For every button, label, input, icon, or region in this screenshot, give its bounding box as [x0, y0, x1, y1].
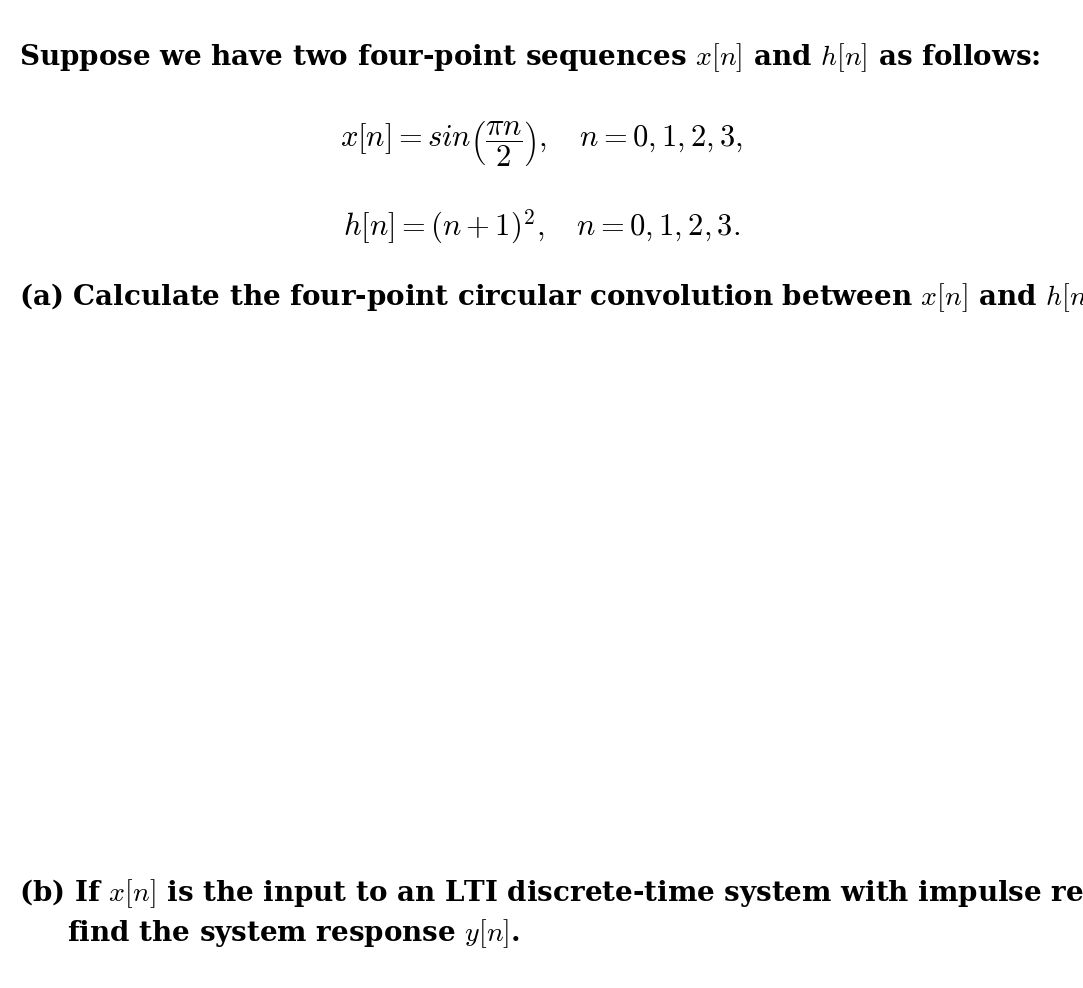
Text: $h[n] = (n + 1)^2, \quad n = 0, 1, 2, 3.$: $h[n] = (n + 1)^2, \quad n = 0, 1, 2, 3.… [343, 207, 740, 246]
Text: (a) Calculate the four-point circular convolution between $x[n]$ and $h[n]$.: (a) Calculate the four-point circular co… [19, 282, 1083, 314]
Text: $x[n] = sin\left(\dfrac{\pi n}{2}\right), \quad n = 0, 1, 2, 3,$: $x[n] = sin\left(\dfrac{\pi n}{2}\right)… [340, 119, 743, 168]
Text: (b) If $x[n]$ is the input to an LTI discrete-time system with impulse response : (b) If $x[n]$ is the input to an LTI dis… [19, 877, 1083, 910]
Text: find the system response $y[n]$.: find the system response $y[n]$. [67, 917, 520, 949]
Text: Suppose we have two four-point sequences $x[n]$ and $h[n]$ as follows:: Suppose we have two four-point sequences… [19, 41, 1041, 74]
